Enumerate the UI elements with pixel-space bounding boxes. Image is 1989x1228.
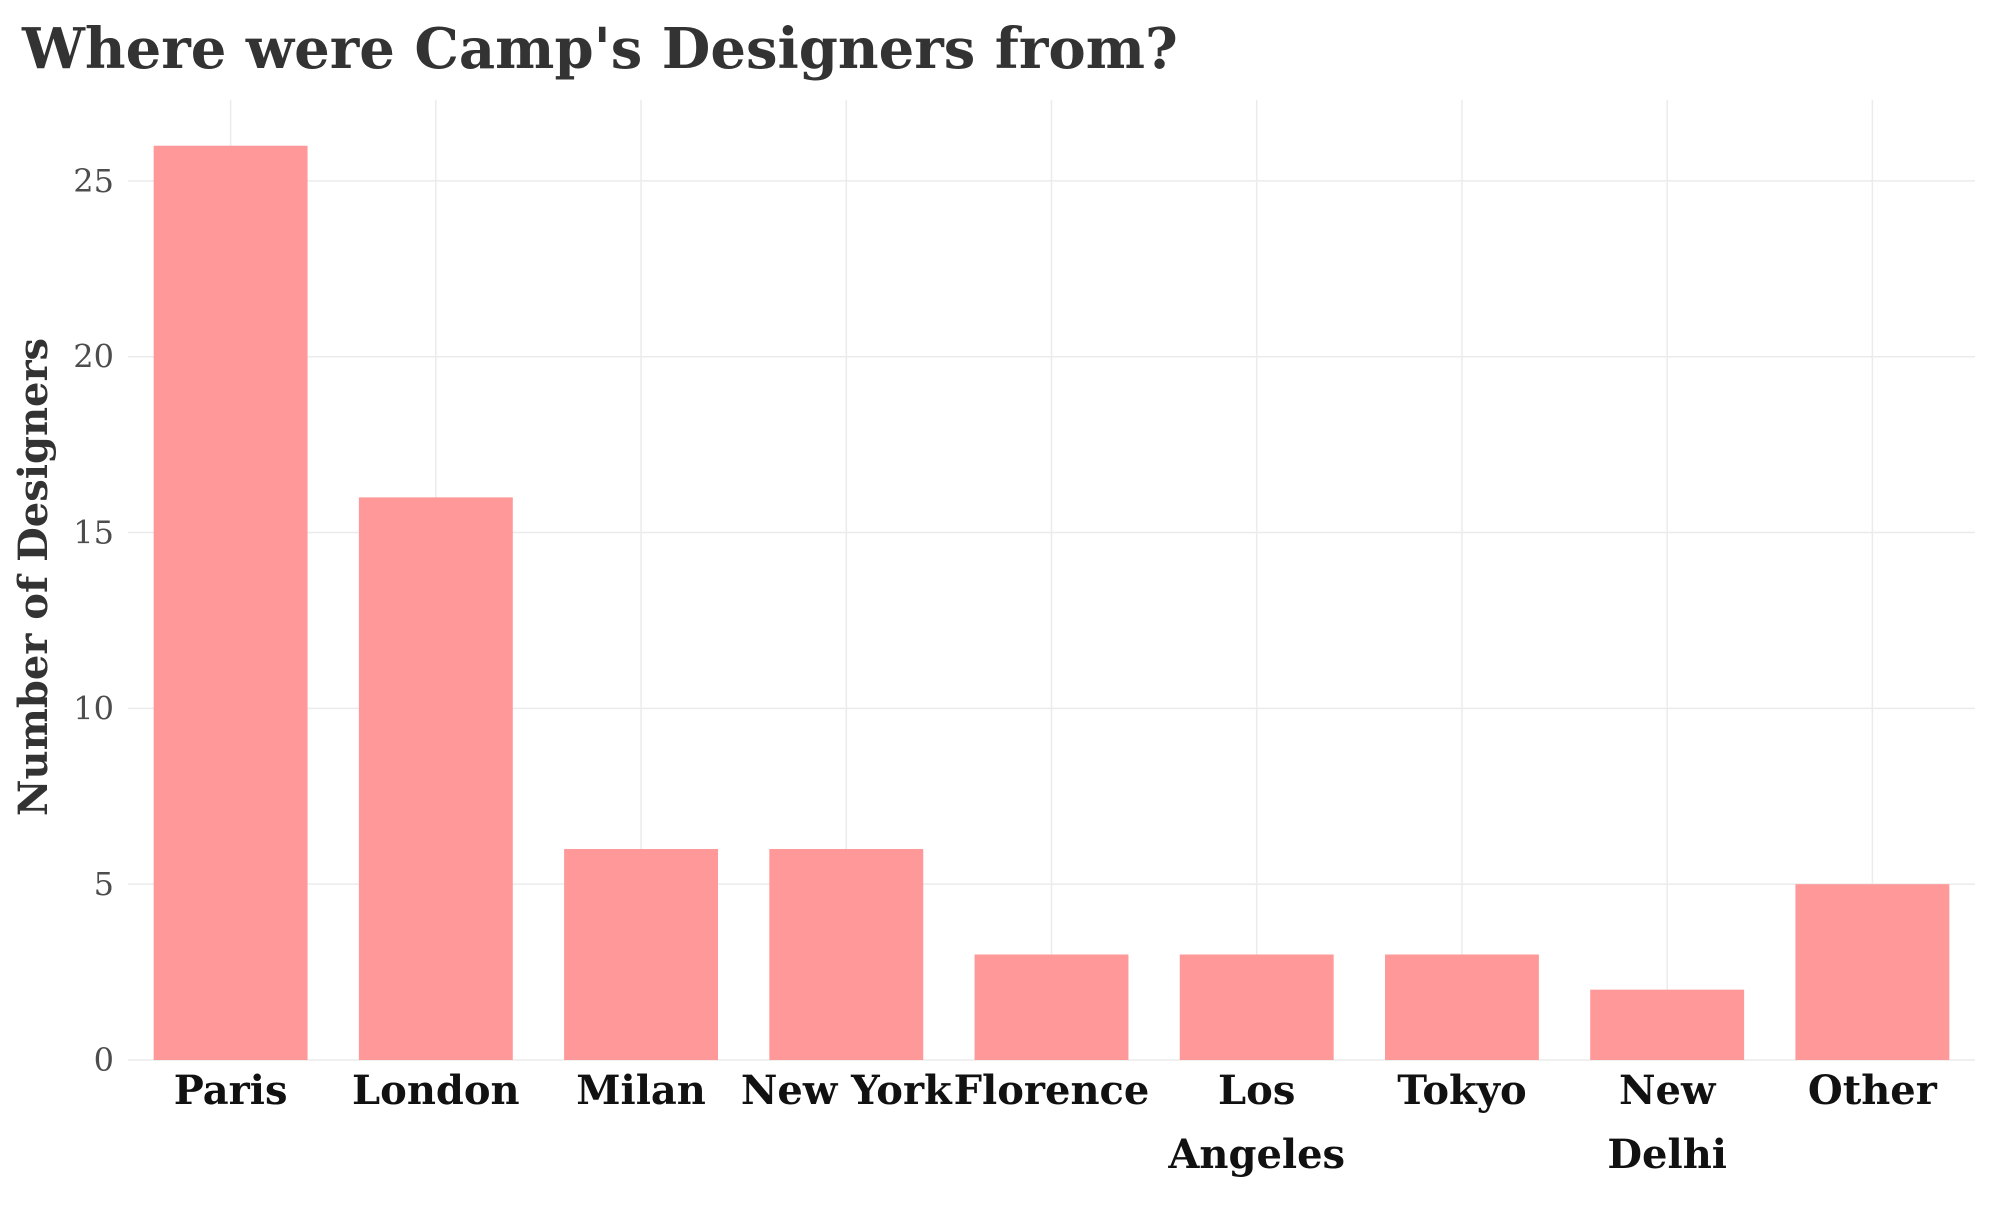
x-axis-ticks: Paris London Milan New York Florence Los Angel… (174, 1067, 1938, 1178)
x-tick-label-line: Florence (954, 1067, 1150, 1114)
x-tick-label-line: London (352, 1067, 520, 1114)
bars (153, 145, 1950, 1060)
x-tick-label-line: Delhi (1607, 1131, 1727, 1178)
x-tick-label-line: Angeles (1167, 1131, 1345, 1178)
x-tick-label: New York (741, 1067, 953, 1114)
x-tick-label-line: Other (1808, 1067, 1938, 1114)
x-tick-label: Other (1808, 1067, 1938, 1114)
x-tick-label: London (352, 1067, 520, 1114)
x-tick-label: Paris (174, 1067, 288, 1114)
x-tick-label: New Delhi (1607, 1067, 1727, 1178)
x-tick-label: Tokyo (1397, 1067, 1527, 1114)
x-tick-label: Los Angeles (1167, 1067, 1345, 1178)
y-tick-label: 0 (94, 1041, 114, 1079)
x-tick-label: Milan (576, 1067, 706, 1114)
bar-tokyo (1384, 954, 1539, 1060)
y-tick-label: 15 (73, 514, 114, 552)
bar-milan (564, 849, 719, 1060)
y-tick-label: 20 (73, 338, 114, 376)
bar-los-angeles (1179, 954, 1334, 1060)
y-tick-label: 5 (94, 865, 114, 903)
bar-new-delhi (1590, 989, 1745, 1060)
x-tick-label-line: New (1619, 1067, 1717, 1114)
y-axis-title: Number of Designers (10, 338, 57, 816)
bar-new-york (769, 849, 924, 1060)
bar-florence (974, 954, 1129, 1060)
y-tick-label: 10 (73, 689, 114, 727)
x-tick-label-line: Tokyo (1397, 1067, 1527, 1114)
x-tick-label-line: Milan (576, 1067, 706, 1114)
x-tick-label-line: Los (1218, 1067, 1295, 1114)
chart-title: Where were Camp's Designers from? (21, 16, 1178, 82)
y-tick-label: 25 (73, 162, 114, 200)
bar-london (358, 497, 513, 1060)
x-tick-label: Florence (954, 1067, 1150, 1114)
bar-paris (153, 145, 308, 1060)
y-axis-ticks: 0 5 10 15 20 25 (73, 162, 114, 1079)
x-tick-label-line: Paris (174, 1067, 288, 1114)
x-tick-label-line: New York (741, 1067, 953, 1114)
bar-other (1795, 884, 1950, 1060)
